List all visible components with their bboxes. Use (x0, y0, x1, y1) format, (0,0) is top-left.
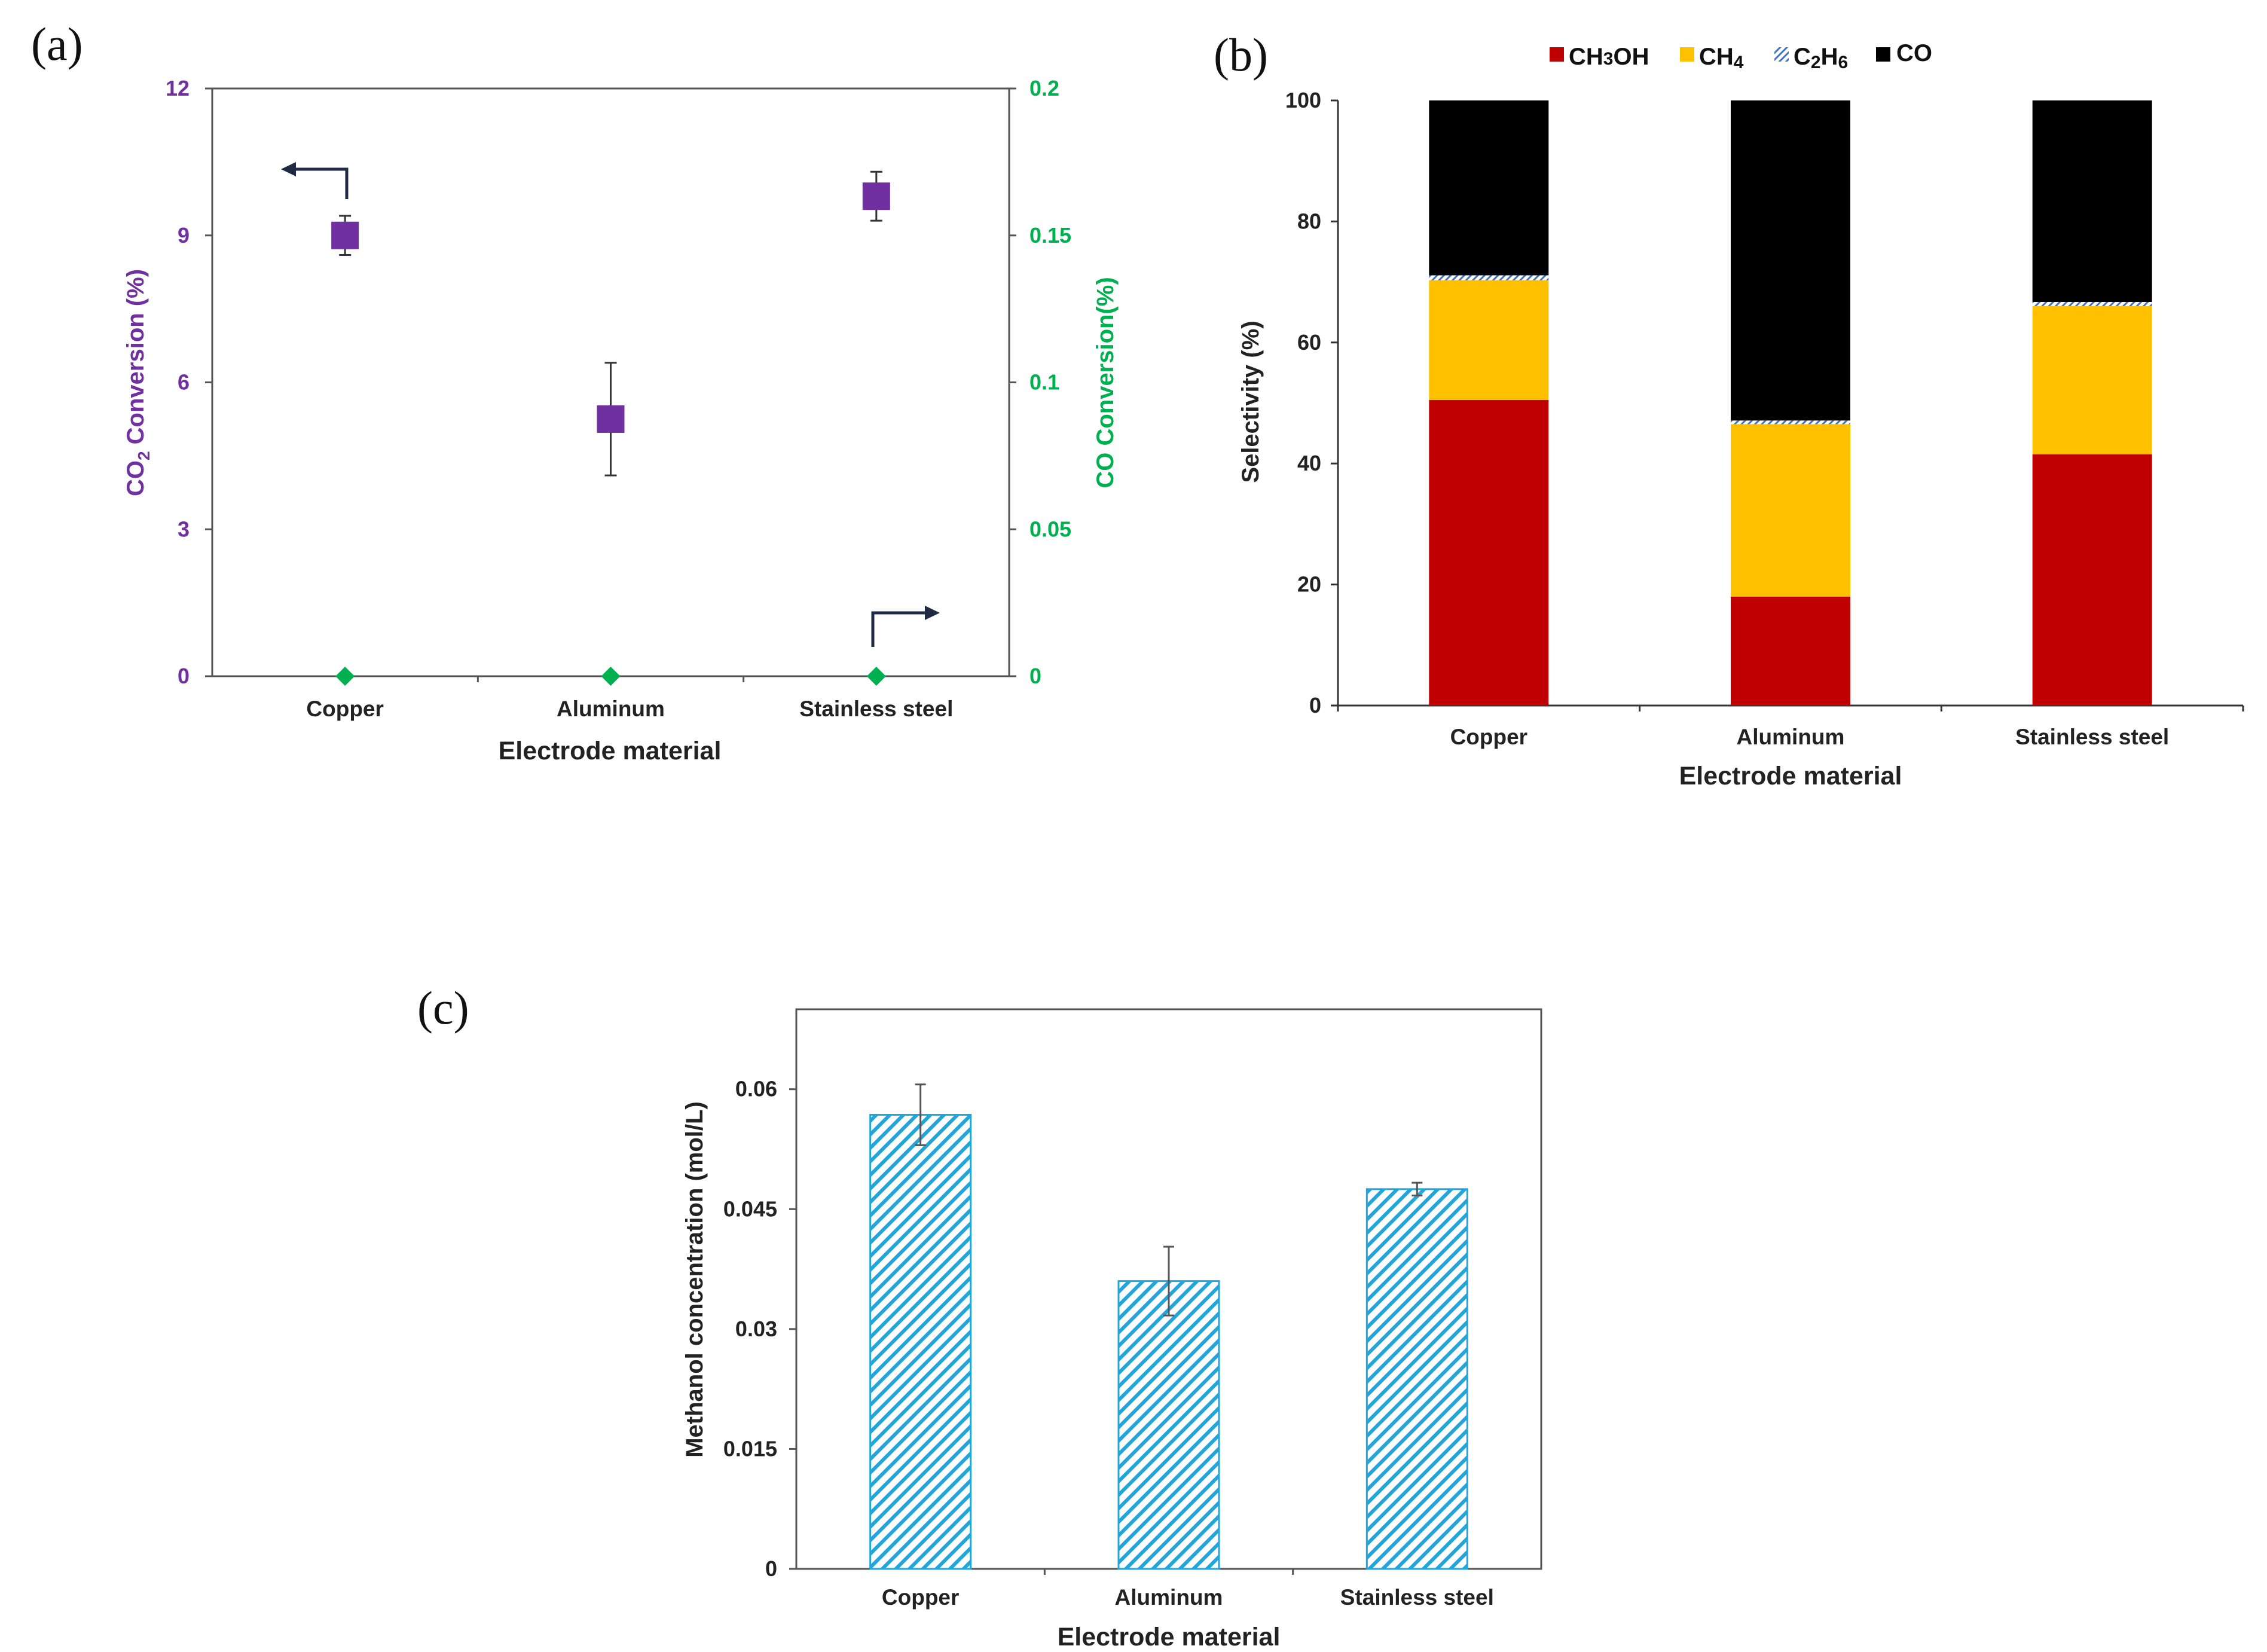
a-left-tick-label: 0 (178, 664, 190, 688)
a-right-tick-label: 0.05 (1029, 517, 1071, 541)
b-bar-c2h6-copper (1429, 275, 1549, 280)
panel-a-ylabel-left: CO2 Conversion (%) (123, 269, 153, 496)
panel-a-marks (331, 170, 890, 686)
a-co-point-stainless-steel (866, 667, 886, 686)
b-bar-ch4-stainless-steel (2032, 306, 2152, 455)
panel-b-xlabel: Electrode material (1679, 762, 1902, 790)
b-bar-ch4-copper (1429, 280, 1549, 400)
c-category-aluminum: Aluminum (1115, 1585, 1223, 1610)
a-left-tick-label: 6 (178, 370, 190, 395)
legend-swatch-co (1876, 47, 1890, 62)
b-category-copper: Copper (1450, 725, 1528, 749)
panel-b-y-ticks: 0 20 40 60 80 100 (1285, 88, 1338, 717)
legend-ch4: CH4 (1699, 44, 1744, 72)
b-category-aluminum: Aluminum (1737, 725, 1845, 749)
panel-b: (b) CH3OH CH4 C2H6 CO 0 20 40 60 80 100 Coppe… (1214, 29, 2244, 790)
panel-a-label: (a) (31, 18, 83, 70)
panel-c: (c) 0 0.015 0.03 0.045 0.06 Copper Aluminum St… (417, 982, 1542, 1651)
c-tick-label: 0.06 (735, 1077, 777, 1101)
c-bar-copper (869, 1114, 972, 1570)
panel-c-xlabel: Electrode material (1058, 1623, 1281, 1651)
legend-swatch-ch3oh (1550, 47, 1564, 62)
a-left-tick-label: 12 (166, 76, 190, 100)
panel-b-legend: CH3OH CH4 C2H6 CO (1550, 40, 1932, 72)
b-tick-label: 20 (1297, 572, 1321, 597)
panel-a-xlabel: Electrode material (499, 737, 722, 765)
b-bar-co-copper (1429, 100, 1549, 276)
legend-ch3oh: CH3OH (1569, 44, 1649, 70)
panel-b-categories: Copper Aluminum Stainless steel (1337, 706, 2244, 749)
c-tick-label: 0.045 (723, 1196, 777, 1221)
a-right-tick-label: 0.2 (1029, 76, 1059, 100)
a-co-point-copper (335, 667, 355, 686)
c-category-copper: Copper (882, 1585, 960, 1610)
a-co-point-aluminum (601, 667, 621, 686)
b-bar-ch3oh-stainless-steel (2032, 454, 2152, 706)
c-tick-label: 0.015 (723, 1436, 777, 1461)
a-right-tick-label: 0 (1029, 664, 1041, 688)
panel-a-right-arrow (871, 606, 940, 647)
b-tick-label: 60 (1297, 330, 1321, 355)
b-bar-co-aluminum (1731, 100, 1850, 421)
ylabel-left-part-1: CO (123, 460, 149, 496)
b-category-stainless-steel: Stainless steel (2015, 725, 2169, 749)
panel-c-categories: Copper Aluminum Stainless steel (882, 1569, 1494, 1610)
c-bar-stainless-steel (1365, 1188, 1468, 1570)
a-co2-point-stainless-steel (862, 182, 890, 210)
b-bar-co-stainless-steel (2032, 100, 2152, 302)
panel-a-ylabel-right: CO Conversion(%) (1092, 277, 1119, 488)
c-tick-label: 0 (765, 1556, 777, 1581)
b-tick-label: 80 (1297, 209, 1321, 233)
panel-a-categories: Copper Aluminum Stainless steel (306, 676, 953, 721)
panel-c-y-ticks: 0 0.015 0.03 0.045 0.06 (723, 1077, 796, 1581)
a-co2-point-aluminum (597, 405, 625, 433)
b-tick-label: 0 (1309, 693, 1321, 717)
panel-b-ylabel: Selectivity (%) (1238, 320, 1264, 483)
panel-c-label: (c) (417, 982, 469, 1034)
c-tick-label: 0.03 (735, 1317, 777, 1341)
b-bar-ch3oh-aluminum (1731, 596, 1850, 706)
ylabel-left-part-3: Conversion (%) (123, 269, 149, 451)
a-category-stainless-steel: Stainless steel (799, 697, 953, 721)
b-bar-ch3oh-copper (1429, 399, 1549, 706)
a-left-tick-label: 3 (178, 517, 190, 541)
b-tick-label: 40 (1297, 451, 1321, 475)
panel-c-bars (869, 1083, 1468, 1570)
ylabel-left-subscript: 2 (135, 451, 153, 460)
legend-swatch-c2h6 (1774, 47, 1789, 62)
legend-swatch-ch4 (1680, 47, 1694, 62)
c-bar-aluminum (1117, 1280, 1220, 1570)
c-category-stainless-steel: Stainless steel (1340, 1585, 1494, 1610)
b-bar-c2h6-aluminum (1731, 420, 1850, 425)
b-bar-c2h6-stainless-steel (2032, 301, 2152, 307)
panel-a: (a) 0 3 6 9 12 0 0.05 0.1 0.15 0.2 Copper Aluminu… (31, 18, 1119, 765)
panel-a-right-axis: 0 0.05 0.1 0.15 0.2 (1009, 76, 1071, 688)
a-left-tick-label: 9 (178, 223, 190, 248)
a-co2-point-copper (331, 221, 359, 249)
a-right-tick-label: 0.15 (1029, 223, 1071, 248)
b-bar-ch4-aluminum (1731, 424, 1850, 597)
panel-c-ylabel: Methanol concentration (mol/L) (682, 1101, 708, 1458)
panel-b-bars (1429, 100, 2152, 706)
panel-a-left-axis: 0 3 6 9 12 (166, 76, 212, 688)
panel-a-left-arrow (281, 162, 349, 199)
b-tick-label: 100 (1285, 88, 1321, 112)
a-category-copper: Copper (306, 697, 384, 721)
legend-c2h6: C2H6 (1794, 44, 1848, 72)
panel-b-label: (b) (1214, 29, 1268, 81)
a-right-tick-label: 0.1 (1029, 370, 1059, 395)
legend-co: CO (1896, 40, 1932, 66)
a-category-aluminum: Aluminum (557, 697, 665, 721)
